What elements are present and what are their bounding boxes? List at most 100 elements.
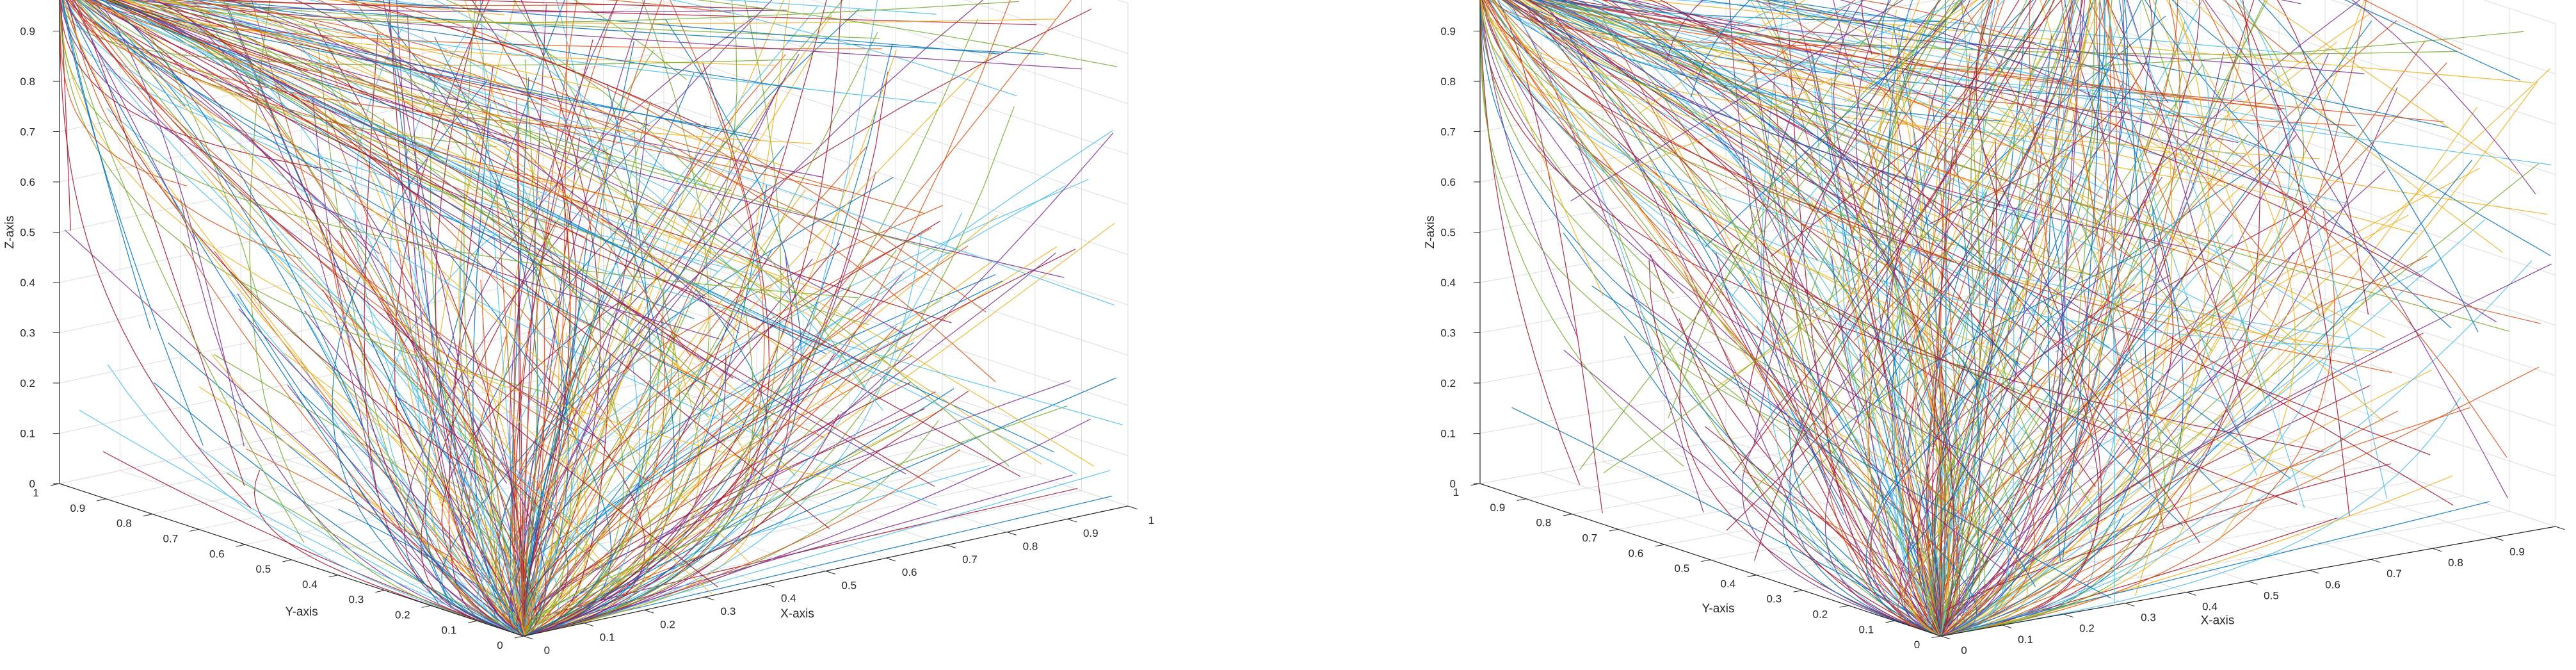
axes: 00.10.20.30.40.50.60.70.80.9100.10.20.30…	[3, 0, 1154, 657]
trajectory-line	[1940, 0, 2113, 637]
y-tick-label: 0.7	[163, 533, 179, 545]
trajectory-line	[1609, 0, 2333, 324]
axes: 00.10.20.30.40.50.60.70.80.9100.10.20.30…	[1424, 0, 2576, 657]
trajectory-line	[1479, 0, 1806, 436]
trajectory-line	[354, 26, 524, 637]
trajectory-line	[96, 0, 245, 446]
trajectory-line	[1794, 0, 2091, 491]
trajectory-line	[1855, 0, 1892, 179]
trajectory-line	[1940, 145, 2173, 637]
trajectory-line	[1826, 0, 2037, 343]
trajectory-line	[1763, 5, 1942, 637]
trajectory-line	[1525, 0, 2123, 238]
trajectory-line	[1507, 0, 2020, 532]
trajectory-line	[168, 0, 707, 298]
trajectory-line	[512, 323, 927, 637]
trajectory-line	[1602, 0, 1745, 37]
trajectory-line	[60, 0, 798, 66]
z-tick-label: 0.6	[20, 176, 35, 188]
y-tick-label: 1	[33, 487, 38, 499]
y-tick-label: 1	[1453, 486, 1459, 498]
grid-line	[543, 379, 1008, 533]
trajectory-line	[1561, 0, 2104, 199]
trajectory-line	[99, 0, 752, 136]
trajectory-line	[2166, 0, 2296, 537]
trajectory-line	[1601, 0, 2308, 205]
trajectory-line	[1549, 0, 2350, 205]
trajectory-line	[523, 223, 1115, 637]
trajectory-line	[1570, 0, 1904, 202]
trajectory-line	[105, 0, 529, 150]
trajectory-line	[1540, 0, 1877, 210]
trajectory-line	[1502, 0, 1747, 159]
y-tick-mark	[1609, 528, 1619, 532]
trajectory-line	[1839, 0, 2497, 323]
trajectory-line	[149, 0, 1115, 306]
trajectory-line	[2019, 0, 2091, 310]
trajectory-line	[1858, 0, 2508, 458]
plot-panel-left: 00.10.20.30.40.50.60.70.80.9100.10.20.30…	[3, 0, 1154, 657]
trajectory-line	[108, 0, 732, 192]
x-tick-label: 0.4	[781, 592, 796, 605]
x-tick-label: 0.1	[2018, 633, 2033, 646]
trajectory-curves	[59, 0, 1123, 637]
trajectory-line	[1505, 0, 2196, 250]
trajectory-line	[131, 0, 449, 429]
trajectory-line	[1556, 0, 2053, 254]
trajectory-line	[1535, 0, 2246, 158]
trajectory-line	[1885, 0, 2031, 190]
trajectory-line	[2029, 0, 2050, 265]
x-tick-mark	[2125, 603, 2135, 607]
y-axis-label: Y-axis	[1702, 602, 1734, 616]
trajectory-line	[1916, 0, 2076, 411]
trajectory-line	[1648, 0, 2200, 543]
trajectory-line	[1579, 0, 1960, 471]
x-tick-mark	[584, 623, 594, 626]
trajectory-line	[87, 0, 844, 192]
z-tick-label: 0.7	[1440, 126, 1456, 138]
trajectory-line	[2088, 0, 2265, 255]
trajectory-line	[2134, 0, 2210, 596]
trajectory-line	[1977, 0, 2068, 518]
trajectory-line	[446, 0, 866, 389]
trajectory-line	[294, 0, 463, 104]
trajectory-line	[1940, 418, 2116, 637]
trajectory-line	[1481, 0, 2298, 505]
trajectory-line	[1887, 0, 1955, 497]
trajectory-line	[1940, 52, 2225, 637]
y-tick-label: 0.8	[117, 518, 132, 530]
trajectory-line	[196, 0, 801, 90]
trajectory-line	[65, 0, 606, 444]
trajectory-line	[2351, 0, 2536, 195]
x-tick-mark	[2248, 581, 2258, 585]
z-tick-label: 0.5	[20, 227, 35, 239]
trajectory-line	[70, 0, 718, 587]
trajectory-line	[1881, 0, 2105, 503]
x-tick-label: 0.8	[1023, 541, 1038, 553]
x-tick-mark	[2432, 548, 2442, 552]
trajectory-line	[1881, 0, 1971, 357]
trajectory-line	[107, 0, 677, 363]
z-tick-label: 0.3	[20, 327, 35, 339]
trajectory-line	[1904, 0, 2128, 558]
trajectory-line	[1787, 0, 1963, 366]
grid-line	[245, 414, 850, 545]
trajectory-line	[172, 0, 996, 382]
trajectory-line	[2202, 0, 2321, 316]
y-tick-mark	[143, 514, 153, 517]
trajectory-line	[1954, 0, 2067, 350]
x-tick-mark	[2493, 537, 2504, 541]
trajectory-line	[1526, 0, 1993, 302]
grid-line	[1910, 406, 2372, 560]
trajectory-line	[1493, 0, 1995, 502]
trajectory-line	[132, 0, 760, 140]
trajectory-line	[1789, 0, 2074, 456]
trajectory-line	[1976, 0, 2000, 208]
trajectory-line	[111, 0, 704, 362]
trajectory-line	[1858, 0, 1955, 192]
z-tick-label: 0.6	[1440, 176, 1456, 188]
z-tick-label: 0.4	[20, 277, 35, 289]
z-axis-label: Z-axis	[1424, 216, 1437, 249]
y-tick-mark	[282, 559, 292, 562]
trajectory-line	[1570, 0, 2422, 278]
